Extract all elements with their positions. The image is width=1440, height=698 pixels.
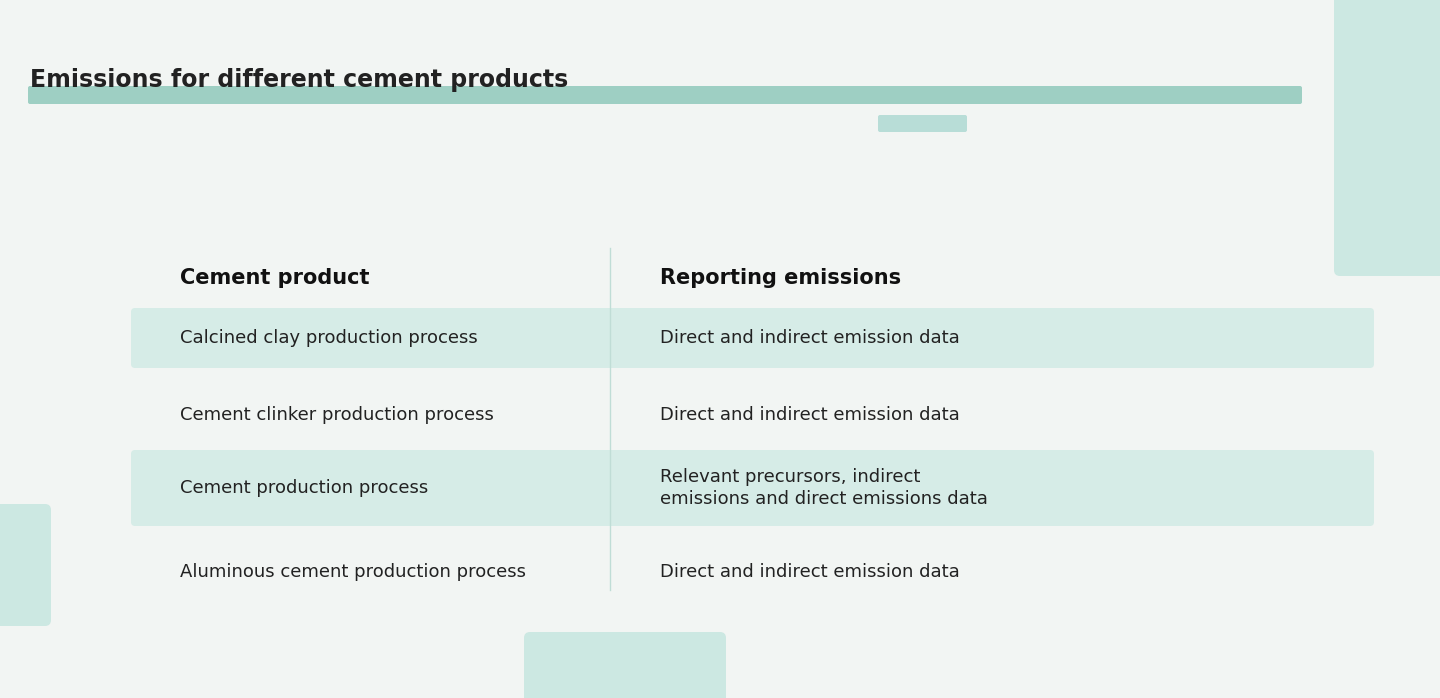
FancyBboxPatch shape (1333, 0, 1440, 276)
Text: Calcined clay production process: Calcined clay production process (180, 329, 478, 347)
Text: Cement product: Cement product (180, 268, 370, 288)
Text: Direct and indirect emission data: Direct and indirect emission data (660, 329, 959, 347)
FancyBboxPatch shape (131, 450, 1374, 526)
Text: Emissions for different cement products: Emissions for different cement products (30, 68, 569, 92)
Text: Direct and indirect emission data: Direct and indirect emission data (660, 563, 959, 581)
FancyBboxPatch shape (878, 115, 968, 132)
Text: Reporting emissions: Reporting emissions (660, 268, 901, 288)
Text: Relevant precursors, indirect: Relevant precursors, indirect (660, 468, 920, 486)
FancyBboxPatch shape (0, 504, 50, 626)
Text: Cement production process: Cement production process (180, 479, 428, 497)
Text: Direct and indirect emission data: Direct and indirect emission data (660, 406, 959, 424)
FancyBboxPatch shape (27, 86, 1302, 104)
FancyBboxPatch shape (524, 632, 726, 698)
Text: Aluminous cement production process: Aluminous cement production process (180, 563, 526, 581)
FancyBboxPatch shape (131, 308, 1374, 368)
Text: emissions and direct emissions data: emissions and direct emissions data (660, 490, 988, 508)
Text: Cement clinker production process: Cement clinker production process (180, 406, 494, 424)
